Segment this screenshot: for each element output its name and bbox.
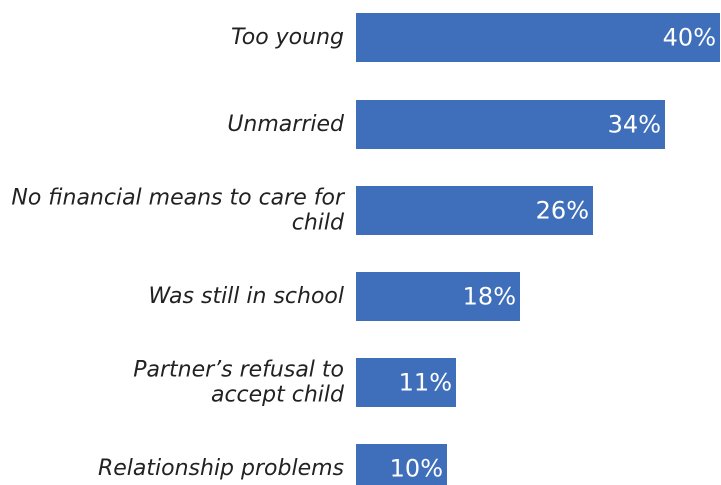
bar-value-label-4: 11% [399,369,452,397]
category-label-5: Relationship problems [98,456,344,481]
category-label-3: Was still in school [149,284,345,309]
bar-value-label-1: 34% [608,111,661,139]
category-label-0: Too young [231,25,344,50]
bar-value-label-0: 40% [663,24,716,52]
category-label-2-line-0: No financial means to care for [11,186,346,211]
category-label-4-line-0: Partner’s refusal to [133,358,344,383]
category-label-4-line-1: accept child [211,383,345,408]
bar-2 [356,186,593,235]
category-label-2-line-1: child [292,211,345,236]
bar-3 [356,272,520,321]
bar-5 [356,444,447,485]
category-label-1: Unmarried [227,112,345,137]
bar-value-label-3: 18% [463,283,516,311]
bar-4 [356,358,456,407]
bar-1 [356,100,665,149]
bar-value-label-2: 26% [536,197,589,225]
bar-0 [356,13,720,62]
bar-value-label-5: 10% [390,455,443,483]
